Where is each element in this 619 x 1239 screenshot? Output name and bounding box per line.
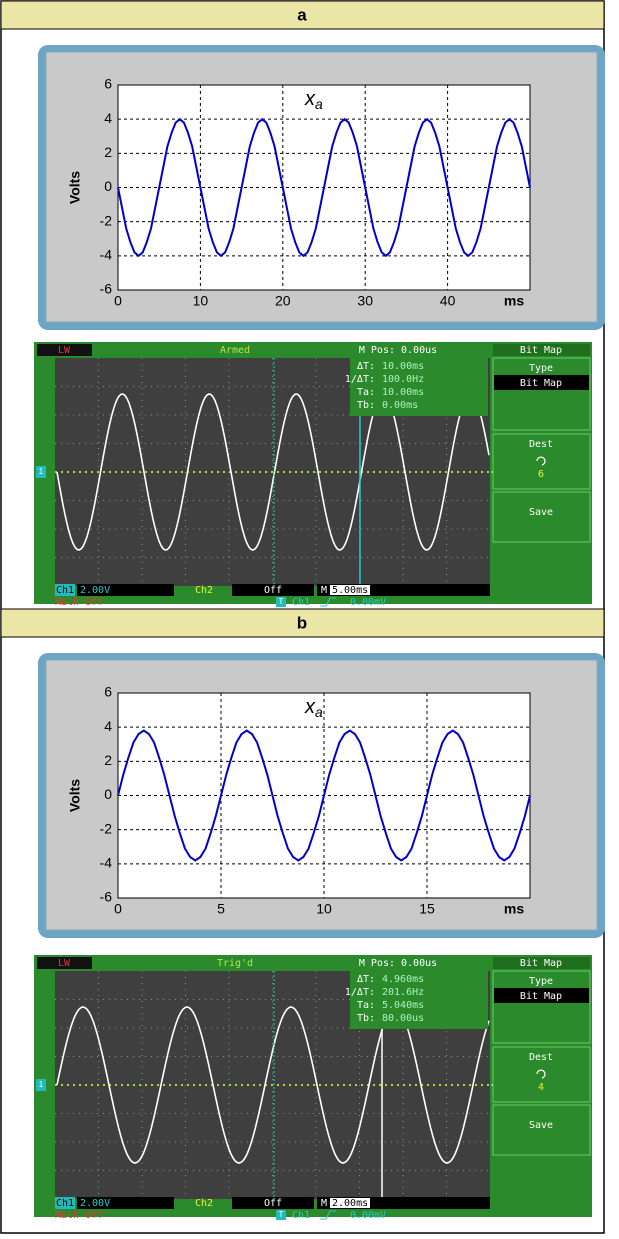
annotation-subscript: a [315, 704, 323, 720]
y-tick-label: 0 [104, 178, 112, 194]
cursor-value: 0.00ms [382, 400, 418, 411]
menu-label: Save [529, 1120, 553, 1131]
menu-label: Type [529, 363, 553, 374]
cursor-value: 10.00ms [382, 361, 424, 372]
ch2-state: Off [264, 585, 282, 596]
y-axis-label: Volts [67, 779, 83, 812]
scope-mode: LW [58, 345, 71, 356]
ch2-state: Off [264, 1198, 282, 1209]
x-tick-label: 10 [316, 901, 332, 917]
y-tick-label: -4 [100, 247, 113, 263]
menu-label: Dest [529, 1052, 553, 1063]
menu-label: Save [529, 507, 553, 518]
x-tick-label: 15 [419, 901, 435, 917]
menu-title: Bit Map [520, 958, 562, 969]
trigger-source: Ch1 [292, 1210, 310, 1221]
cursor-value: 10.00ms [382, 387, 424, 398]
menu-label: Dest [529, 439, 553, 450]
math-state: Math Off [55, 597, 103, 608]
trigger-icon: T [279, 597, 284, 606]
panel-label: a [297, 5, 307, 24]
trigger-level: 0.00mV [350, 597, 386, 608]
x-axis-label: ms [504, 293, 524, 309]
cursor-value: 100.0Hz [382, 374, 424, 385]
y-tick-label: 4 [104, 718, 112, 734]
menu-value: Bit Map [520, 378, 562, 389]
menu-value: 6 [538, 469, 544, 480]
cursor-label: Ta: [357, 387, 375, 398]
math-state: Math Off [55, 1210, 103, 1221]
scope-status: Armed [220, 345, 250, 356]
annotation-subscript: a [315, 96, 323, 112]
channel-marker: 1 [39, 1080, 44, 1089]
ch1-scale: 2.00V [80, 1198, 110, 1209]
cursor-value: 80.00us [382, 1013, 424, 1024]
channel-marker: 1 [39, 467, 44, 476]
ch2-label: Ch2 [195, 585, 213, 596]
y-tick-label: 4 [104, 110, 112, 126]
ch1-label: Ch1 [56, 585, 74, 596]
cursor-value: 5.040ms [382, 1000, 424, 1011]
x-tick-label: 30 [357, 293, 373, 309]
y-tick-label: 2 [104, 144, 112, 160]
y-tick-label: 0 [104, 786, 112, 802]
x-axis-label: ms [504, 901, 524, 917]
panel-label: b [297, 613, 307, 632]
y-tick-label: 6 [104, 684, 112, 700]
y-tick-label: 6 [104, 76, 112, 92]
y-tick-label: 2 [104, 752, 112, 768]
scope-mpos: M Pos: 0.00us [359, 345, 437, 356]
x-tick-label: 0 [114, 293, 122, 309]
menu-value: 4 [538, 1082, 544, 1093]
scope-mode: LW [58, 958, 71, 969]
menu-value: Bit Map [520, 991, 562, 1002]
x-tick-label: 0 [114, 901, 122, 917]
cursor-label: 1/ΔT: [345, 987, 375, 998]
ch1-label: Ch1 [56, 1198, 74, 1209]
cursor-label: ΔT: [357, 361, 375, 372]
timebase-label: M [321, 585, 327, 596]
ch1-scale: 2.00V [80, 585, 110, 596]
cursor-label: 1/ΔT: [345, 374, 375, 385]
y-tick-label: -2 [100, 820, 113, 836]
timebase-label: M [321, 1198, 327, 1209]
timebase: 5.00ms [332, 585, 368, 596]
trigger-level: 0.00mV [350, 1210, 386, 1221]
x-tick-label: 10 [193, 293, 209, 309]
figure: a010203040-6-4-20246msVoltsxaLWArmedM Po… [0, 0, 619, 1239]
scope-status: Trig'd [217, 958, 253, 969]
cursor-label: ΔT: [357, 974, 375, 985]
cursor-label: Tb: [357, 400, 375, 411]
trigger-source: Ch1 [292, 597, 310, 608]
y-tick-label: -6 [100, 889, 113, 905]
ch2-label: Ch2 [195, 1198, 213, 1209]
y-axis-label: Volts [67, 171, 83, 204]
cursor-label: Tb: [357, 1013, 375, 1024]
y-tick-label: -4 [100, 855, 113, 871]
x-tick-label: 20 [275, 293, 291, 309]
trigger-icon: T [279, 1210, 284, 1219]
timebase: 2.00ms [332, 1198, 368, 1209]
menu-label: Type [529, 976, 553, 987]
cursor-value: 201.6Hz [382, 987, 424, 998]
menu-title: Bit Map [520, 345, 562, 356]
y-tick-label: -6 [100, 281, 113, 297]
cursor-value: 4.960ms [382, 974, 424, 985]
cursor-label: Ta: [357, 1000, 375, 1011]
x-tick-label: 5 [217, 901, 225, 917]
x-tick-label: 40 [440, 293, 456, 309]
scope-mpos: M Pos: 0.00us [359, 958, 437, 969]
y-tick-label: -2 [100, 212, 113, 228]
